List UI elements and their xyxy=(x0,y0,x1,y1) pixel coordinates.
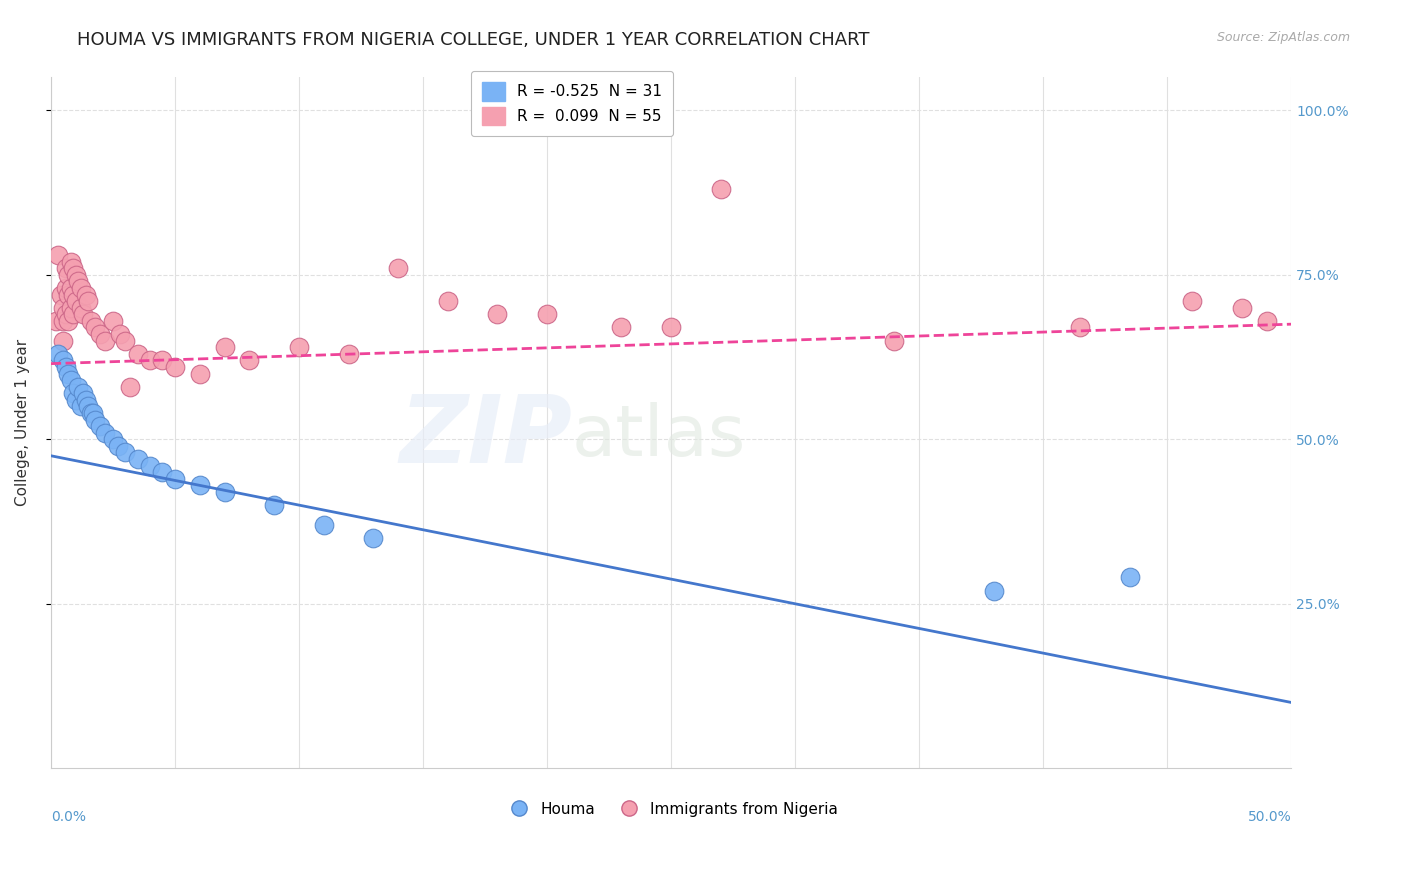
Point xyxy=(114,445,136,459)
Point xyxy=(387,261,409,276)
Point xyxy=(69,400,91,414)
Point xyxy=(69,301,91,315)
Point xyxy=(49,287,72,301)
Point xyxy=(127,347,149,361)
Point xyxy=(152,465,174,479)
Point xyxy=(62,261,84,276)
Point xyxy=(62,287,84,301)
Point xyxy=(55,307,77,321)
Point xyxy=(55,261,77,276)
Y-axis label: College, Under 1 year: College, Under 1 year xyxy=(15,339,30,507)
Point xyxy=(77,400,100,414)
Point xyxy=(163,359,186,374)
Point xyxy=(312,517,335,532)
Point xyxy=(52,334,75,348)
Point xyxy=(710,182,733,196)
Point xyxy=(62,386,84,401)
Point xyxy=(659,320,682,334)
Point xyxy=(114,334,136,348)
Point xyxy=(107,439,129,453)
Text: ZIP: ZIP xyxy=(399,391,572,483)
Point xyxy=(72,307,94,321)
Point xyxy=(75,392,97,407)
Point xyxy=(214,484,236,499)
Point xyxy=(65,294,87,309)
Point xyxy=(77,294,100,309)
Point xyxy=(1256,314,1278,328)
Point xyxy=(120,379,142,393)
Point xyxy=(127,452,149,467)
Text: Source: ZipAtlas.com: Source: ZipAtlas.com xyxy=(1216,31,1350,45)
Point xyxy=(46,347,69,361)
Point xyxy=(1119,570,1142,584)
Point xyxy=(139,458,162,473)
Text: atlas: atlas xyxy=(572,402,747,471)
Point xyxy=(58,367,80,381)
Point xyxy=(75,287,97,301)
Point xyxy=(337,347,360,361)
Point xyxy=(59,301,82,315)
Point xyxy=(139,353,162,368)
Point xyxy=(82,406,104,420)
Point xyxy=(65,268,87,282)
Point xyxy=(55,359,77,374)
Point xyxy=(363,531,385,545)
Point xyxy=(59,373,82,387)
Point xyxy=(152,353,174,368)
Point xyxy=(486,307,509,321)
Text: 50.0%: 50.0% xyxy=(1247,810,1291,823)
Point xyxy=(238,353,260,368)
Point xyxy=(46,248,69,262)
Point xyxy=(55,281,77,295)
Point xyxy=(52,353,75,368)
Point xyxy=(883,334,905,348)
Point xyxy=(84,412,107,426)
Point xyxy=(1069,320,1091,334)
Point xyxy=(94,334,117,348)
Point xyxy=(59,254,82,268)
Point xyxy=(188,367,211,381)
Point xyxy=(65,392,87,407)
Point xyxy=(89,419,111,434)
Point xyxy=(79,406,101,420)
Point xyxy=(58,268,80,282)
Point xyxy=(62,307,84,321)
Point xyxy=(983,583,1005,598)
Point xyxy=(52,314,75,328)
Point xyxy=(79,314,101,328)
Point xyxy=(610,320,633,334)
Point xyxy=(59,281,82,295)
Text: 0.0%: 0.0% xyxy=(51,810,86,823)
Point xyxy=(69,281,91,295)
Legend: Houma, Immigrants from Nigeria: Houma, Immigrants from Nigeria xyxy=(498,796,845,822)
Point xyxy=(163,472,186,486)
Point xyxy=(67,274,90,288)
Point xyxy=(101,432,124,446)
Point xyxy=(94,425,117,440)
Point xyxy=(214,340,236,354)
Point xyxy=(188,478,211,492)
Point xyxy=(288,340,311,354)
Point xyxy=(436,294,458,309)
Point xyxy=(58,287,80,301)
Point xyxy=(67,379,90,393)
Point xyxy=(1230,301,1253,315)
Point xyxy=(110,326,132,341)
Point xyxy=(536,307,558,321)
Point xyxy=(1181,294,1204,309)
Point xyxy=(84,320,107,334)
Point xyxy=(263,498,285,512)
Point xyxy=(52,301,75,315)
Point xyxy=(45,314,67,328)
Point xyxy=(101,314,124,328)
Text: HOUMA VS IMMIGRANTS FROM NIGERIA COLLEGE, UNDER 1 YEAR CORRELATION CHART: HOUMA VS IMMIGRANTS FROM NIGERIA COLLEGE… xyxy=(77,31,870,49)
Point xyxy=(72,386,94,401)
Point xyxy=(89,326,111,341)
Point xyxy=(58,314,80,328)
